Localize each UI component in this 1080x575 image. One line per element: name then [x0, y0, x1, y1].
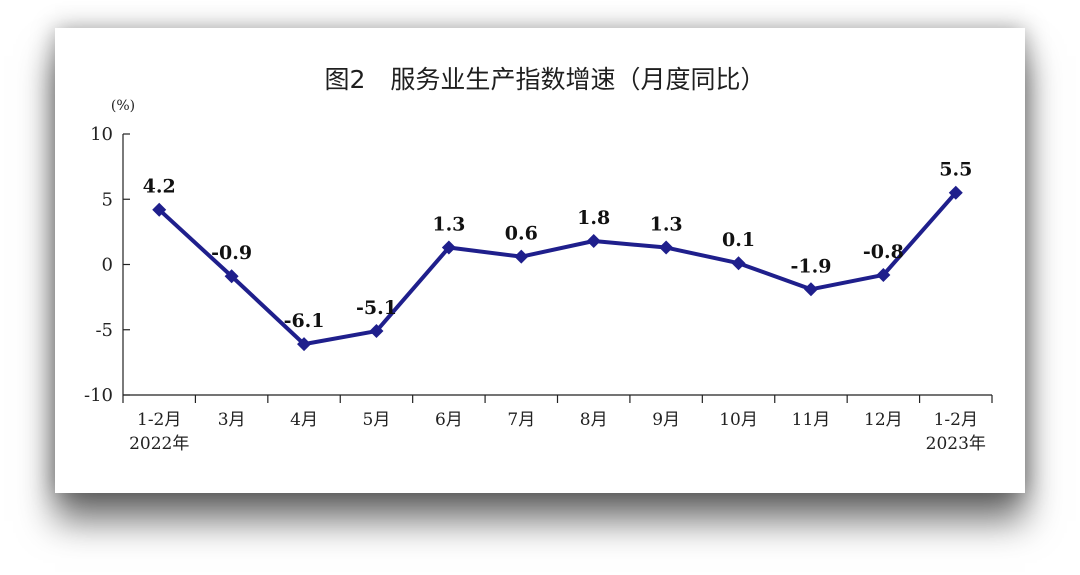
x-tick-label: 6月 [435, 410, 463, 430]
x-tick-label: 11月 [792, 410, 831, 430]
x-tick-label: 4月 [290, 410, 318, 430]
data-point-marker [803, 282, 818, 297]
x-tick-label: 2022年 [129, 434, 189, 454]
data-point-marker [659, 240, 674, 255]
chart-card: 图2 服务业生产指数增速（月度同比） (%) 10 5 0 -5 -10 1-2月 202… [55, 28, 1025, 493]
y-tick-label: -5 [95, 320, 113, 341]
data-label: 1.8 [577, 207, 610, 229]
x-tick-label: 2023年 [926, 434, 986, 454]
x-tick-label: 9月 [652, 410, 680, 430]
line-chart: 图2 服务业生产指数增速（月度同比） (%) 10 5 0 -5 -10 1-2月 202… [84, 65, 993, 454]
x-tick-labels: 1-2月 2022年 3月 4月 5月 6月 7月 8月 9月 10月 11月 12月 1-2月 2023… [129, 410, 986, 454]
series-line [157, 191, 958, 347]
data-label: -1.9 [790, 255, 831, 277]
y-tick-label: 5 [102, 189, 113, 210]
data-point-marker [369, 324, 384, 339]
x-tick-label: 8月 [580, 410, 608, 430]
y-tick-label: 0 [102, 255, 113, 276]
chart-title: 图2 服务业生产指数增速（月度同比） [325, 65, 766, 94]
data-point-marker [731, 256, 746, 271]
data-label: 4.2 [143, 176, 176, 198]
data-label: 0.1 [722, 229, 755, 251]
y-unit-label: (%) [111, 98, 135, 114]
data-label: 1.3 [432, 214, 465, 236]
data-point-marker [297, 337, 312, 352]
data-points [152, 185, 963, 352]
x-tick-label: 7月 [507, 410, 535, 430]
x-tick-label: 10月 [719, 410, 758, 430]
y-tick-labels: 10 5 0 -5 -10 [84, 124, 113, 406]
data-point-marker [876, 267, 891, 282]
data-point-marker [586, 234, 601, 249]
data-label: -5.1 [356, 297, 397, 319]
y-tick-label: -10 [84, 385, 113, 406]
y-tick-label: 10 [90, 124, 113, 145]
data-label: 1.3 [650, 214, 683, 236]
series-path [157, 191, 958, 347]
data-point-marker [514, 249, 529, 264]
data-label: -0.9 [211, 242, 252, 264]
x-tick-label: 3月 [218, 410, 246, 430]
x-tick-label: 12月 [864, 410, 903, 430]
x-tick-label: 1-2月 [137, 410, 181, 430]
axes [122, 133, 993, 403]
data-label: -0.8 [863, 241, 904, 263]
data-point-marker [441, 240, 456, 255]
data-point-marker [224, 269, 239, 284]
data-label: 5.5 [939, 159, 972, 181]
x-tick-label: 1-2月 [934, 410, 978, 430]
data-point-marker [948, 185, 963, 200]
data-labels: 4.2 -0.9 -6.1 -5.1 1.3 0.6 1.8 1.3 0.1 -1.9 -0.8 5.… [143, 159, 973, 332]
data-point-marker [152, 202, 167, 217]
x-tick-label: 5月 [363, 410, 391, 430]
data-label: 0.6 [505, 223, 538, 245]
data-label: -6.1 [284, 310, 325, 332]
